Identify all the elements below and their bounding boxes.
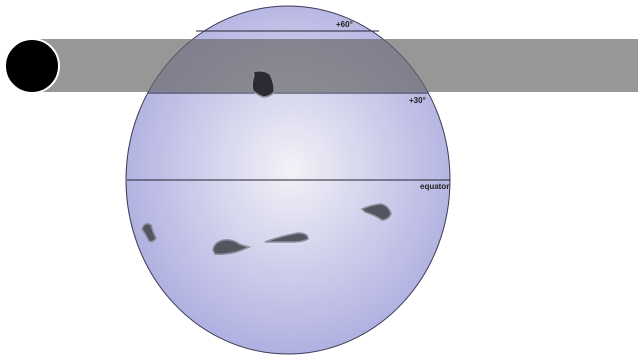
transiting-planet	[4, 38, 60, 94]
occulted-starspot	[251, 70, 275, 98]
starspot-south-east	[360, 203, 392, 221]
starspot-south-1	[212, 239, 252, 255]
latitude-60-label: +60°	[336, 20, 353, 29]
latitude-30-label: +30°	[409, 96, 426, 105]
starspots	[141, 203, 392, 255]
starspot-left-edge	[141, 222, 157, 243]
starspot-south-2	[264, 232, 309, 243]
equator-label: equator	[420, 182, 449, 191]
transit-chord-band	[33, 39, 638, 92]
